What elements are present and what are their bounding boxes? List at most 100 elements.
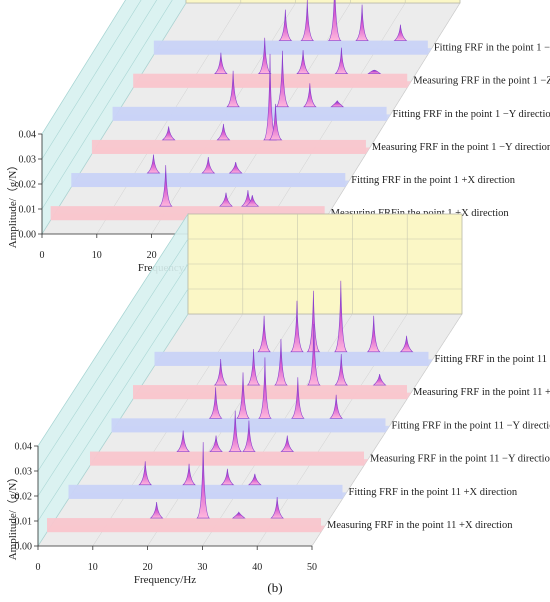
y-tick-label: 0.01 — [19, 205, 37, 216]
peak-mark — [393, 24, 408, 41]
peak-mark — [290, 300, 304, 353]
series-2 — [91, 53, 370, 154]
y-tick-label: 0.04 — [19, 130, 37, 141]
peak-mark — [355, 4, 369, 41]
peak-mark — [399, 335, 414, 353]
peak-mark — [296, 50, 310, 74]
x-tick-label: 40 — [252, 562, 262, 573]
peak-mark — [306, 290, 321, 353]
peak-mark — [158, 165, 173, 207]
y-tick-label: 0.04 — [15, 442, 33, 453]
series-3 — [112, 50, 391, 121]
series-4 — [133, 324, 412, 400]
peak-mark — [213, 359, 228, 386]
x-tick-label: 30 — [197, 562, 207, 573]
series-label: Measuring FRF in the point 11 +Z directi… — [413, 387, 550, 398]
peak-mark — [231, 511, 246, 519]
peak-mark — [161, 126, 176, 141]
x-tick-label: 0 — [36, 562, 41, 573]
x-tick-label: 20 — [143, 562, 153, 573]
peak-mark — [306, 324, 321, 386]
x-tick-label: 0 — [40, 250, 45, 261]
peak-mark — [302, 83, 317, 108]
y-tick-label: 0.02 — [19, 180, 37, 191]
y-tick-label: 0.00 — [19, 230, 37, 241]
peak-mark — [182, 463, 196, 486]
peak-mark — [213, 52, 228, 74]
ribbon — [68, 484, 343, 499]
peak-mark — [245, 195, 260, 207]
peak-mark — [280, 435, 295, 452]
peak-mark — [209, 435, 223, 452]
peak-mark — [366, 315, 381, 353]
peak-mark — [216, 123, 231, 141]
peak-mark — [138, 461, 153, 486]
peak-mark — [201, 157, 216, 174]
peak-mark — [372, 374, 387, 386]
side-grid-line — [37, 263, 189, 497]
series-5 — [153, 0, 432, 55]
series-label: Fitting FRF in the point 1 +X direction — [351, 175, 515, 186]
peak-mark — [274, 339, 288, 386]
x-tick-label: 10 — [92, 250, 102, 261]
x-tick-label: 50 — [307, 562, 317, 573]
peak-mark — [300, 0, 315, 41]
peak-mark — [228, 161, 243, 174]
peak-mark — [242, 420, 256, 452]
peak-mark — [220, 468, 235, 486]
series-label: Fitting FRF in the point 11 +X direction — [349, 487, 518, 498]
series-label: Measuring FRF in the point 11 +X directi… — [327, 520, 513, 531]
peak-mark — [367, 69, 382, 74]
y-axis-label: Amplitude/（g/N） — [6, 472, 19, 561]
y-tick-label: 0.03 — [15, 467, 33, 478]
peak-mark — [146, 154, 161, 174]
side-grid-line — [41, 0, 126, 135]
peak-mark — [257, 37, 272, 74]
chart-panel-b: Fitting FRF in the point 11 +Z direction… — [6, 212, 550, 595]
peak-mark — [327, 0, 342, 41]
y-tick-label: 0.01 — [15, 517, 33, 528]
series-2 — [90, 410, 369, 466]
peak-mark — [219, 192, 233, 207]
ribbon — [47, 518, 321, 533]
ribbon — [90, 451, 364, 466]
peak-mark — [196, 442, 211, 519]
series-label: Fitting FRF in the point 11 −Y direction — [392, 420, 550, 431]
chart-panel-a: Fitting FRF in the point 1 −Z direction M… — [6, 0, 550, 289]
peak-mark — [333, 280, 348, 353]
ribbon — [112, 106, 387, 121]
series-label: Measuring FRF in the point 1 −Y directio… — [372, 142, 550, 153]
ribbon — [71, 173, 346, 188]
peak-mark — [149, 502, 164, 519]
y-axis-label: Amplitude/（g/N） — [6, 160, 19, 249]
ribbon — [153, 40, 428, 55]
peak-mark — [270, 497, 285, 519]
series-label: Fitting FRF in the point 1 −Y direction — [393, 109, 550, 120]
peak-mark — [208, 387, 223, 419]
series-label: Measuring FRF in the point 1 −Z directio… — [413, 76, 550, 87]
back-wall — [185, 0, 461, 4]
x-tick-label: 20 — [147, 250, 157, 261]
series-label: Measuring FRF in the point 11 −Y directi… — [370, 454, 550, 465]
ribbon — [154, 351, 429, 366]
series-label: Fitting FRF in the point 11 +Z direction — [435, 354, 550, 365]
side-grid-line — [41, 0, 158, 185]
side-grid-line — [37, 213, 189, 447]
peak-mark — [236, 372, 250, 419]
peak-mark — [258, 357, 272, 419]
series-label: Fitting FRF in the point 1 −Z direction — [434, 43, 550, 54]
peak-mark — [176, 430, 191, 452]
peak-mark — [226, 70, 241, 108]
series-0 — [47, 442, 326, 533]
peak-mark — [334, 47, 349, 74]
peak-mark — [334, 354, 349, 386]
peak-mark — [268, 103, 283, 141]
peak-mark — [329, 394, 344, 419]
series-label: Measuring FRFin the point 1 +X direction — [331, 208, 510, 219]
peak-mark — [247, 473, 262, 486]
x-tick-label: 10 — [88, 562, 98, 573]
panel-caption: (b) — [267, 580, 282, 595]
side-grid-line — [41, 0, 173, 210]
peak-mark — [290, 377, 305, 419]
